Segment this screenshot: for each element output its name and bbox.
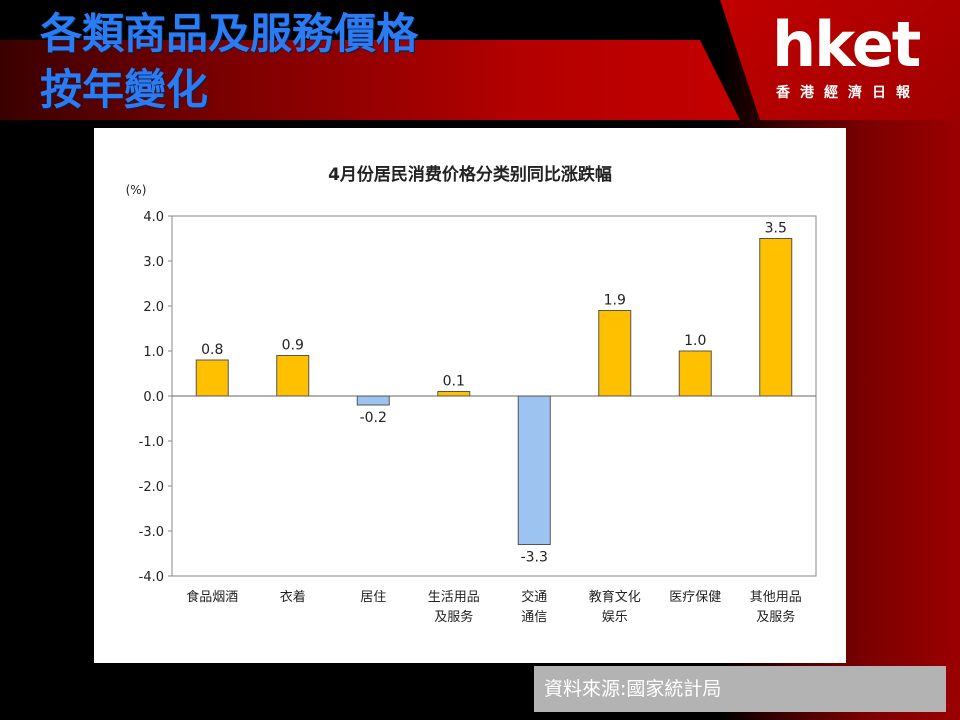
data-label: -0.2	[360, 410, 387, 426]
data-label: 0.9	[282, 338, 304, 354]
bar	[759, 238, 793, 397]
y-tick-label: 4.0	[143, 210, 164, 225]
y-tick-label: -3.0	[139, 525, 164, 540]
data-label: 1.0	[684, 333, 706, 349]
category-label: 交通	[521, 589, 547, 605]
bar	[437, 391, 471, 397]
category-label: 通信	[521, 610, 547, 625]
chart-title: 4月份居民消费价格分类别同比涨跌幅	[328, 164, 612, 185]
slide-title-line1: 各類商品及服務價格	[40, 9, 419, 58]
bar	[598, 310, 632, 397]
bar	[276, 355, 310, 397]
plot-area: 4.0 3.0 2.0 1.0 0.0 -1.0 -2.0 -3.0 -4.0 0.8 食品烟酒 0.…	[139, 210, 817, 625]
y-tick-label: -1.0	[139, 435, 164, 450]
y-tick-label: 0.0	[143, 390, 164, 405]
y-tick-label: 2.0	[143, 300, 164, 315]
data-label: 0.1	[443, 374, 465, 390]
category-label: 娱乐	[602, 610, 628, 625]
bar	[195, 359, 229, 397]
bar	[678, 350, 712, 397]
hket-tagline: 香港經濟日報	[776, 85, 920, 101]
category-label: 教育文化	[589, 589, 641, 605]
category-label: 居住	[360, 590, 386, 605]
category-label: 医疗保健	[669, 590, 721, 605]
data-label: -3.3	[521, 550, 548, 566]
source-label: 資料來源:國家統計局	[534, 666, 946, 712]
brand-panel	[720, 0, 960, 120]
category-label: 及服务	[434, 609, 473, 625]
category-label: 食品烟酒	[186, 589, 238, 605]
slide-title: 各類商品及服務價格 按年變化	[40, 6, 600, 118]
category-label: 生活用品	[428, 590, 480, 605]
y-tick-label: -2.0	[139, 480, 164, 495]
y-tick-label: 3.0	[143, 255, 164, 270]
category-label: 其他用品	[750, 590, 802, 605]
data-label: 0.8	[201, 342, 223, 358]
bar	[356, 395, 390, 406]
chart-card: 4月份居民消费价格分类别同比涨跌幅 (%) 4.0 3.0 2.0 1.0 0.0 -1.…	[94, 128, 846, 663]
bar-chart: 4月份居民消费价格分类别同比涨跌幅 (%) 4.0 3.0 2.0 1.0 0.0 -1.…	[126, 164, 817, 625]
data-label: 3.5	[765, 221, 787, 237]
y-tick-label: 1.0	[143, 345, 164, 360]
hket-logo: hket	[772, 8, 921, 81]
slide-title-line2: 按年變化	[40, 65, 209, 114]
bar	[517, 395, 551, 545]
y-axis-unit: (%)	[126, 183, 147, 197]
category-label: 衣着	[280, 589, 306, 605]
y-tick-label: -4.0	[139, 570, 164, 585]
category-label: 及服务	[756, 609, 795, 625]
data-label: 1.9	[604, 293, 626, 309]
header-band	[0, 40, 740, 120]
